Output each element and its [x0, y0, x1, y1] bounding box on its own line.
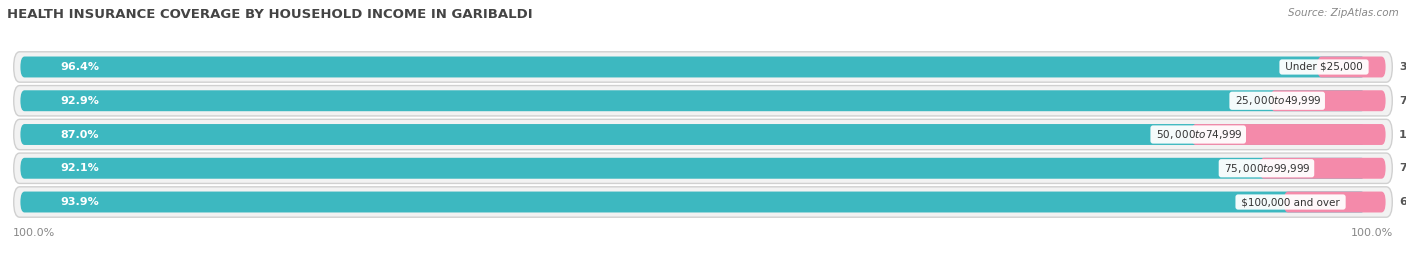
Text: 96.4%: 96.4%	[60, 62, 100, 72]
Text: 92.9%: 92.9%	[60, 96, 100, 106]
FancyBboxPatch shape	[14, 187, 1392, 217]
Text: Source: ZipAtlas.com: Source: ZipAtlas.com	[1288, 8, 1399, 18]
FancyBboxPatch shape	[1260, 158, 1385, 179]
Text: 87.0%: 87.0%	[60, 129, 98, 140]
Text: HEALTH INSURANCE COVERAGE BY HOUSEHOLD INCOME IN GARIBALDI: HEALTH INSURANCE COVERAGE BY HOUSEHOLD I…	[7, 8, 533, 21]
FancyBboxPatch shape	[21, 124, 1365, 145]
FancyBboxPatch shape	[14, 153, 1392, 183]
Text: 6.1%: 6.1%	[1399, 197, 1406, 207]
Text: 3.6%: 3.6%	[1399, 62, 1406, 72]
FancyBboxPatch shape	[14, 52, 1392, 82]
Text: $75,000 to $99,999: $75,000 to $99,999	[1222, 162, 1312, 175]
Text: 92.1%: 92.1%	[60, 163, 100, 173]
FancyBboxPatch shape	[14, 119, 1392, 150]
FancyBboxPatch shape	[1271, 90, 1385, 111]
Text: $25,000 to $49,999: $25,000 to $49,999	[1232, 94, 1323, 107]
FancyBboxPatch shape	[21, 56, 1365, 77]
FancyBboxPatch shape	[1317, 56, 1385, 77]
FancyBboxPatch shape	[14, 86, 1392, 116]
FancyBboxPatch shape	[21, 158, 1365, 179]
Text: $100,000 and over: $100,000 and over	[1239, 197, 1343, 207]
Text: 13.0%: 13.0%	[1399, 129, 1406, 140]
Text: $50,000 to $74,999: $50,000 to $74,999	[1153, 128, 1243, 141]
Text: 7.1%: 7.1%	[1399, 96, 1406, 106]
FancyBboxPatch shape	[1284, 192, 1385, 213]
Text: 93.9%: 93.9%	[60, 197, 100, 207]
FancyBboxPatch shape	[21, 192, 1365, 213]
FancyBboxPatch shape	[21, 90, 1365, 111]
FancyBboxPatch shape	[1191, 124, 1385, 145]
Text: Under $25,000: Under $25,000	[1282, 62, 1367, 72]
Text: 7.9%: 7.9%	[1399, 163, 1406, 173]
